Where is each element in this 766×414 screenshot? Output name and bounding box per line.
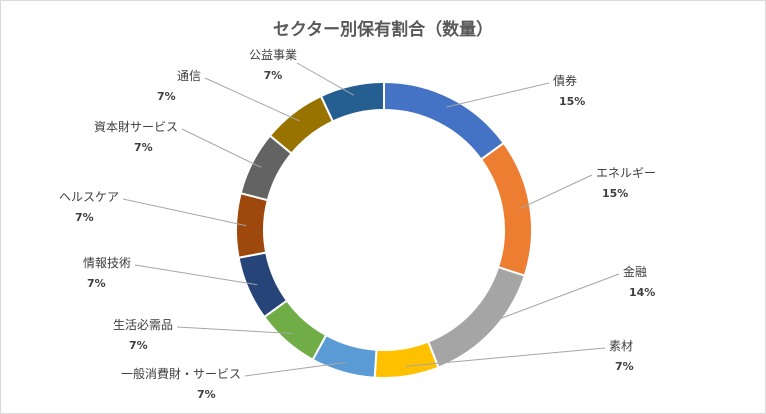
category-label-5: 一般消費財・サービス [121, 366, 241, 381]
slice-3 [426, 265, 527, 369]
leader-line-8 [122, 198, 247, 227]
category-label-2: エネルギー [596, 166, 656, 180]
value-label-9: 7% [134, 141, 153, 154]
category-label-1: 債券 [553, 73, 577, 88]
slice-4 [373, 340, 440, 379]
value-label-4: 7% [615, 360, 634, 373]
category-label-9: 資本財サービス [94, 119, 178, 134]
slice-8 [235, 191, 269, 259]
category-label-8: ヘルスケア [59, 190, 119, 204]
leader-line-4 [405, 347, 606, 367]
labels-group: 債券 15% エネルギー 15% 金融 14% 素材 7% 一般消費財・サービス 7% 生活必需品 7… [59, 48, 656, 401]
leader-line-10 [204, 77, 300, 122]
value-label-11: 7% [264, 69, 283, 82]
value-label-7: 7% [87, 277, 106, 290]
value-label-2: 15% [602, 187, 628, 200]
category-label-11: 公益事業 [249, 48, 297, 62]
value-label-5: 7% [197, 388, 216, 401]
slices-group [235, 80, 533, 379]
leader-line-5 [244, 362, 346, 377]
leader-line-1 [446, 82, 550, 108]
value-label-1: 15% [559, 95, 585, 108]
category-label-10: 通信 [177, 69, 201, 83]
category-label-4: 素材 [609, 339, 633, 353]
slice-2 [479, 141, 533, 277]
leader-lines-group [122, 62, 620, 377]
leader-line-11 [296, 62, 355, 96]
chart-title: セクター別保有割合（数量） [272, 20, 494, 40]
value-label-10: 7% [157, 90, 176, 103]
category-label-3: 金融 [623, 264, 647, 279]
leader-line-9 [181, 128, 262, 168]
leader-line-6 [176, 326, 293, 335]
leader-line-2 [520, 174, 593, 209]
value-label-8: 7% [75, 211, 94, 224]
value-label-3: 14% [629, 286, 655, 299]
slice-1 [383, 80, 506, 161]
category-label-7: 情報技術 [83, 256, 131, 270]
leader-line-7 [134, 264, 258, 286]
category-label-6: 生活必需品 [113, 318, 173, 332]
slice-11 [319, 80, 385, 123]
value-label-6: 7% [129, 339, 148, 352]
leader-line-3 [484, 273, 620, 325]
